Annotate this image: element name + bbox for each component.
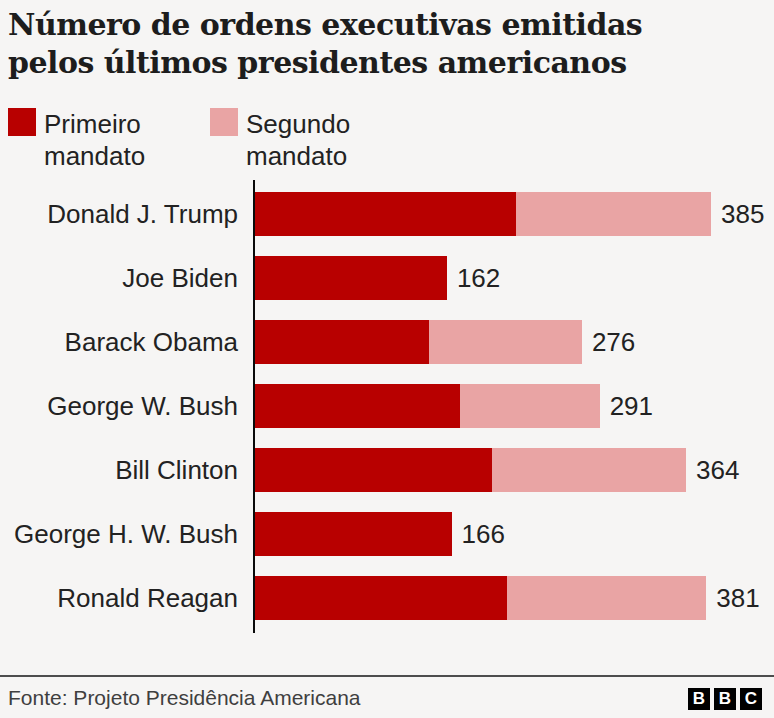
category-label: Donald J. Trump (0, 199, 238, 230)
footer-divider (0, 675, 774, 677)
bar-group: 166 (255, 512, 505, 556)
category-label: Barack Obama (0, 327, 238, 358)
legend-item: Primeiro mandato (8, 108, 162, 172)
bar-second-term (507, 576, 706, 620)
value-label: 364 (696, 455, 739, 486)
bar-first-term (255, 384, 460, 428)
chart-row: Donald J. Trump 385 (0, 182, 774, 246)
value-label: 166 (462, 519, 505, 550)
bar-second-term (460, 384, 600, 428)
bar-group: 162 (255, 256, 500, 300)
bar-first-term (255, 192, 516, 236)
bar-second-term (429, 320, 582, 364)
category-label: Ronald Reagan (0, 583, 238, 614)
bar-first-term (255, 448, 492, 492)
source-text: Fonte: Projeto Presidência Americana (8, 686, 361, 710)
category-label: George H. W. Bush (0, 519, 238, 550)
bbc-logo: BBC (688, 688, 762, 710)
value-label: 162 (457, 263, 500, 294)
chart-row: Joe Biden 162 (0, 246, 774, 310)
bbc-logo-letter: C (740, 688, 762, 710)
legend-label: Primeiro mandato (44, 108, 162, 172)
chart-row: George H. W. Bush 166 (0, 502, 774, 566)
bar-first-term (255, 256, 447, 300)
chart-row: Barack Obama 276 (0, 310, 774, 374)
bar-first-term (255, 576, 507, 620)
bar-group: 276 (255, 320, 635, 364)
y-axis-line (253, 180, 255, 633)
category-label: George W. Bush (0, 391, 238, 422)
value-label: 276 (592, 327, 635, 358)
legend: Primeiro mandato Segundo mandato (8, 108, 364, 172)
bar-group: 385 (255, 192, 764, 236)
bbc-logo-letter: B (688, 688, 710, 710)
legend-swatch (210, 108, 238, 136)
infographic: Número de ordens executivas emitidas pel… (0, 0, 774, 718)
value-label: 291 (610, 391, 653, 422)
chart-row: George W. Bush 291 (0, 374, 774, 438)
legend-swatch (8, 108, 36, 136)
bar-first-term (255, 320, 429, 364)
value-label: 381 (716, 583, 759, 614)
bar-first-term (255, 512, 452, 556)
category-label: Bill Clinton (0, 455, 238, 486)
bbc-logo-letter: B (714, 688, 736, 710)
bar-group: 364 (255, 448, 740, 492)
category-label: Joe Biden (0, 263, 238, 294)
bar-group: 291 (255, 384, 653, 428)
chart-row: Ronald Reagan 381 (0, 566, 774, 630)
bar-chart: Donald J. Trump 385 Joe Biden 162 Barack Oba… (0, 182, 774, 630)
legend-label: Segundo mandato (246, 108, 364, 172)
value-label: 385 (721, 199, 764, 230)
bar-second-term (492, 448, 686, 492)
chart-title: Número de ordens executivas emitidas pel… (8, 6, 698, 82)
chart-row: Bill Clinton 364 (0, 438, 774, 502)
legend-item: Segundo mandato (210, 108, 364, 172)
bar-second-term (516, 192, 711, 236)
bar-group: 381 (255, 576, 760, 620)
